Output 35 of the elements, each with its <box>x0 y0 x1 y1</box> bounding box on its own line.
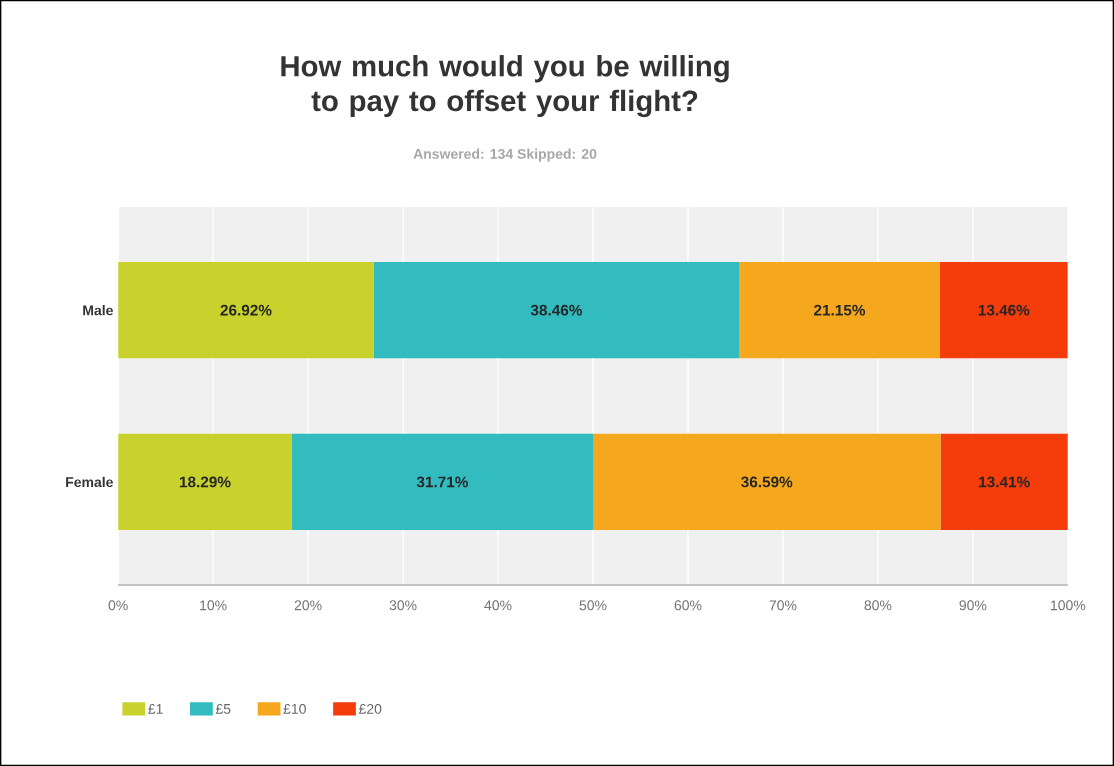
x-tick-label: 10% <box>200 600 227 611</box>
x-tick-label: 60% <box>674 600 702 611</box>
bar <box>940 433 1068 530</box>
y-tick-label: Female <box>66 476 113 488</box>
chart-subtitle: Answered: 134 Skipped: 20 <box>413 148 597 162</box>
legend-label: £20 <box>358 703 382 714</box>
y-tick-label: Male <box>83 304 113 316</box>
x-tick-label: 100% <box>1051 600 1086 611</box>
x-tick-label: 20% <box>294 600 322 611</box>
x-tick-label: 80% <box>864 600 892 611</box>
bar <box>118 433 292 530</box>
data-label: 13.46% <box>978 304 1030 316</box>
data-label: 13.41% <box>979 476 1030 488</box>
x-tick-label: 30% <box>389 600 417 611</box>
data-label: 26.92% <box>220 304 272 316</box>
bar <box>739 262 940 359</box>
data-label: 31.71% <box>416 476 468 488</box>
data-label: 18.29% <box>179 476 231 488</box>
x-tick-label: 90% <box>959 600 987 611</box>
bar <box>373 262 740 359</box>
x-tick-label: 50% <box>579 600 607 611</box>
x-tick-label: 70% <box>769 600 797 611</box>
bar <box>939 262 1068 359</box>
bar <box>291 433 593 530</box>
x-tick-label: 40% <box>484 600 512 611</box>
bar <box>118 262 374 359</box>
data-label: 36.59% <box>741 476 793 488</box>
legend-label: £10 <box>283 703 306 714</box>
data-label: 21.15% <box>814 304 866 316</box>
chart-title: How much would you be willing to pay to offset your flight? <box>281 55 729 118</box>
legend-label: £1 <box>148 703 163 714</box>
x-tick-label: 0% <box>108 600 128 611</box>
data-label: 38.46% <box>530 304 582 316</box>
bar <box>593 433 941 530</box>
legend-label: £5 <box>215 703 231 714</box>
